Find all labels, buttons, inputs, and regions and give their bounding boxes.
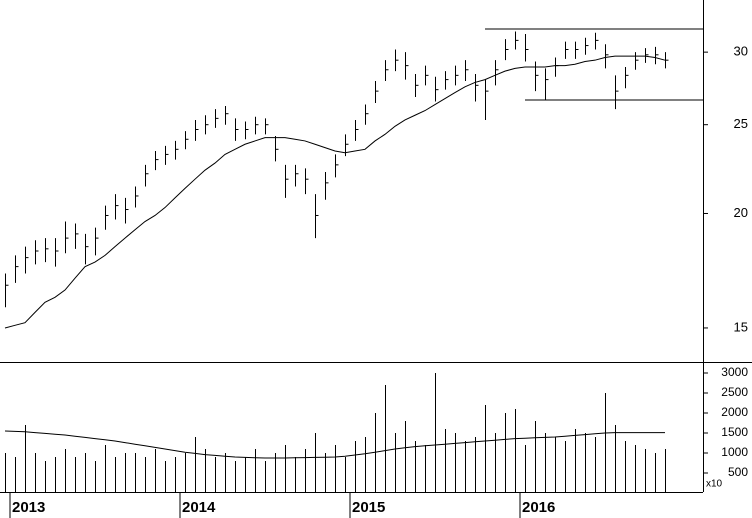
- y-tick-label: 20: [734, 205, 748, 220]
- y-tick-label: 30: [734, 44, 748, 59]
- x-tick-label: 2014: [182, 499, 216, 516]
- x-tick-label: 2013: [12, 499, 45, 516]
- volume-tick-label: 500: [728, 465, 748, 479]
- y-tick-label: 25: [734, 116, 748, 131]
- volume-tick-label: 2000: [721, 405, 748, 419]
- x-tick-label: 2016: [522, 499, 555, 516]
- volume-tick-label: 3000: [721, 365, 748, 379]
- volume-tick-label: 1500: [721, 425, 748, 439]
- x-tick-label: 2015: [352, 499, 385, 516]
- volume-tick-label: 1000: [721, 445, 748, 459]
- volume-average: [4, 430, 665, 459]
- volume-tick-label: 2500: [721, 385, 748, 399]
- y-tick-label: 15: [734, 319, 748, 334]
- moving-average: [4, 55, 666, 329]
- volume-unit: x10: [706, 479, 723, 490]
